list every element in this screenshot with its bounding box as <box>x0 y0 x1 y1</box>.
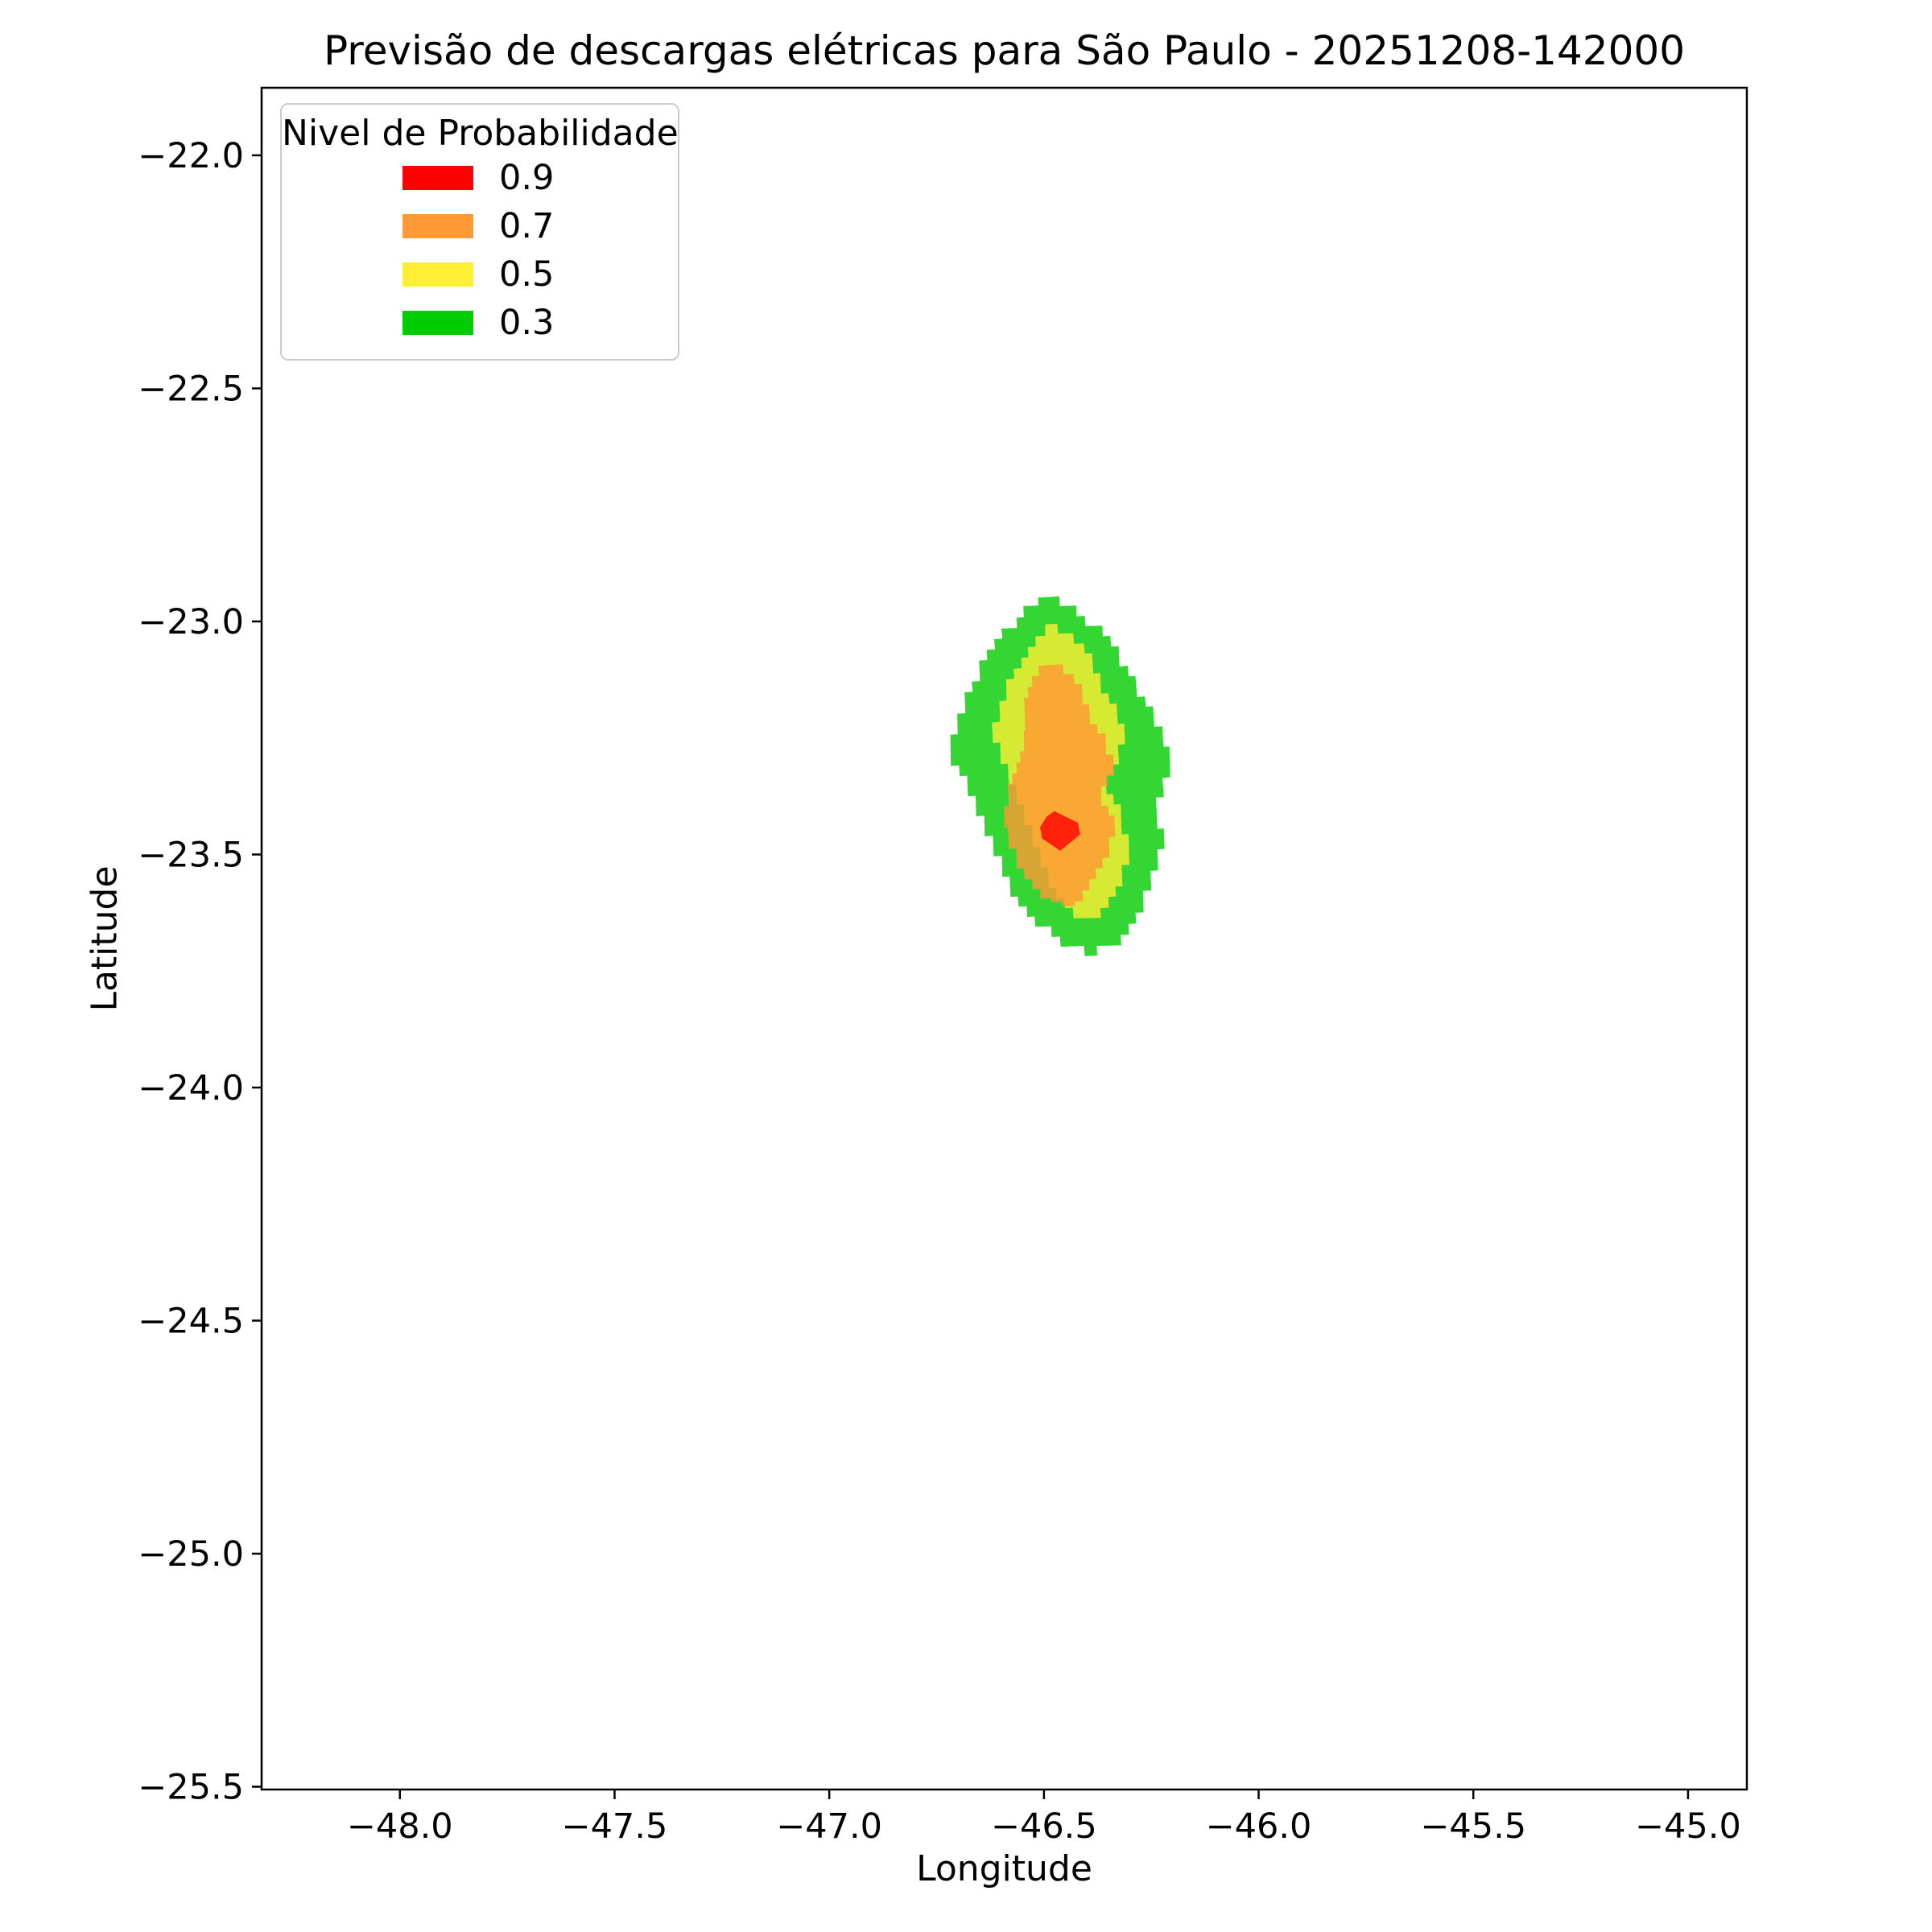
contour-level-0.9 <box>1040 811 1080 851</box>
x-tick-label: −48.0 <box>347 1806 453 1847</box>
y-tick-label: −23.0 <box>138 602 244 642</box>
y-tick-label: −22.0 <box>138 136 244 176</box>
legend-swatch <box>402 262 473 287</box>
legend-label: 0.3 <box>499 303 555 343</box>
legend-label: 0.7 <box>499 206 555 246</box>
legend-label: 0.5 <box>499 254 555 295</box>
legend-row: 0.3 <box>282 299 678 347</box>
x-tick-label: −45.0 <box>1635 1806 1741 1847</box>
legend-entries: 0.9 0.7 0.5 0.3 <box>282 154 678 347</box>
x-tick-label: −47.0 <box>776 1806 882 1847</box>
x-tick-label: −47.5 <box>562 1806 668 1847</box>
legend-label: 0.9 <box>499 158 555 198</box>
axis-ticks <box>252 154 1690 1799</box>
contour-level-0.7 <box>1004 664 1116 906</box>
y-tick-label: −25.0 <box>138 1534 244 1575</box>
x-tick-label: −46.0 <box>1206 1806 1312 1847</box>
y-tick-label: −25.5 <box>138 1768 244 1808</box>
plot-border <box>260 86 1748 1791</box>
legend: Nivel de Probabilidade 0.9 0.7 0.5 0.3 <box>280 103 679 361</box>
y-axis-label: Latitude <box>84 865 126 1012</box>
legend-swatch <box>402 166 473 190</box>
legend-row: 0.7 <box>282 202 678 250</box>
x-tick-label: −45.5 <box>1420 1806 1526 1847</box>
y-tick-label: −22.5 <box>138 369 244 409</box>
axis-tick-labels: −48.0 −47.5 −47.0 −46.5 −46.0 −45.5 −45.0 −22.0… <box>138 136 1741 1847</box>
legend-title: Nivel de Probabilidade <box>282 113 679 154</box>
x-tick-label: −46.5 <box>991 1806 1097 1847</box>
legend-swatch <box>402 311 473 335</box>
legend-swatch <box>402 214 473 238</box>
contour-layers <box>950 596 1170 956</box>
y-tick-label: −24.0 <box>138 1068 244 1108</box>
y-tick-label: −23.5 <box>138 835 244 875</box>
chart-title: Previsão de descargas elétricas para São… <box>323 27 1686 74</box>
legend-row: 0.9 <box>282 154 678 202</box>
y-tick-label: −24.5 <box>138 1302 244 1342</box>
legend-row: 0.5 <box>282 250 678 299</box>
x-axis-label: Longitude <box>916 1848 1092 1889</box>
